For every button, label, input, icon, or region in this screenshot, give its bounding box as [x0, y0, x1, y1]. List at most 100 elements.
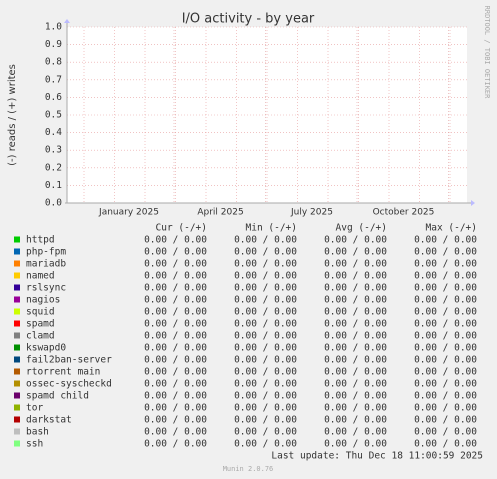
legend-max: 0.00 / 0.00	[414, 439, 477, 450]
legend-min: 0.00 / 0.00	[234, 379, 297, 390]
legend-name: darkstat	[26, 415, 72, 426]
y-tick-label: 0.7	[45, 74, 62, 85]
legend-avg: 0.00 / 0.00	[324, 391, 387, 402]
legend-name: ossec-syscheckd	[26, 379, 112, 390]
legend-name: nagios	[26, 295, 60, 306]
legend-swatch	[14, 320, 20, 327]
legend-swatch	[14, 392, 20, 399]
legend-avg: 0.00 / 0.00	[324, 367, 387, 378]
legend-avg: 0.00 / 0.00	[324, 355, 387, 366]
legend-avg: 0.00 / 0.00	[324, 235, 387, 246]
y-tick-label: 0.9	[45, 39, 62, 50]
legend-cur: 0.00 / 0.00	[144, 367, 207, 378]
y-tick-label: 0.2	[45, 162, 62, 173]
legend-avg: 0.00 / 0.00	[324, 271, 387, 282]
legend-min: 0.00 / 0.00	[234, 259, 297, 270]
legend-min: 0.00 / 0.00	[234, 439, 297, 450]
legend-swatch	[14, 260, 20, 267]
legend-cur: 0.00 / 0.00	[144, 379, 207, 390]
y-tick-label: 0.8	[45, 57, 62, 68]
legend-cur: 0.00 / 0.00	[144, 427, 207, 438]
legend-max: 0.00 / 0.00	[414, 247, 477, 258]
column-header: Max (-/+)	[426, 223, 477, 234]
y-arrow	[64, 19, 70, 23]
legend-max: 0.00 / 0.00	[414, 331, 477, 342]
legend-min: 0.00 / 0.00	[234, 367, 297, 378]
legend-swatch	[14, 332, 20, 339]
legend-swatch	[14, 344, 20, 351]
x-arrow	[471, 200, 475, 206]
legend-min: 0.00 / 0.00	[234, 307, 297, 318]
legend-max: 0.00 / 0.00	[414, 283, 477, 294]
legend-avg: 0.00 / 0.00	[324, 379, 387, 390]
x-tick-label: October 2025	[373, 208, 435, 218]
footer: Munin 2.0.76	[223, 465, 274, 473]
side-label: RRDTOOL / TOBI OETIKER	[483, 6, 491, 100]
legend-swatch	[14, 272, 20, 279]
legend-max: 0.00 / 0.00	[414, 343, 477, 354]
legend-avg: 0.00 / 0.00	[324, 319, 387, 330]
legend-swatch	[14, 356, 20, 363]
legend-swatch	[14, 308, 20, 315]
legend-avg: 0.00 / 0.00	[324, 403, 387, 414]
legend-cur: 0.00 / 0.00	[144, 271, 207, 282]
legend-max: 0.00 / 0.00	[414, 391, 477, 402]
legend-min: 0.00 / 0.00	[234, 343, 297, 354]
y-tick-label: 1.0	[45, 22, 62, 33]
legend-max: 0.00 / 0.00	[414, 259, 477, 270]
legend-max: 0.00 / 0.00	[414, 271, 477, 282]
legend-cur: 0.00 / 0.00	[144, 355, 207, 366]
legend-max: 0.00 / 0.00	[414, 295, 477, 306]
legend-cur: 0.00 / 0.00	[144, 391, 207, 402]
legend-min: 0.00 / 0.00	[234, 235, 297, 246]
legend-name: bash	[26, 427, 49, 438]
legend-name: clamd	[26, 331, 55, 342]
y-axis-label: (-) reads / (+) writes	[7, 64, 18, 166]
legend-min: 0.00 / 0.00	[234, 391, 297, 402]
legend-swatch	[14, 296, 20, 303]
legend-swatch	[14, 380, 20, 387]
legend-max: 0.00 / 0.00	[414, 355, 477, 366]
legend-name: squid	[26, 307, 55, 318]
legend-cur: 0.00 / 0.00	[144, 415, 207, 426]
x-tick-label: January 2025	[98, 208, 159, 218]
legend-swatch	[14, 416, 20, 423]
legend-min: 0.00 / 0.00	[234, 427, 297, 438]
legend-name: rslsync	[26, 283, 66, 294]
legend-name: tor	[26, 403, 43, 414]
legend-min: 0.00 / 0.00	[234, 283, 297, 294]
legend-avg: 0.00 / 0.00	[324, 295, 387, 306]
legend-cur: 0.00 / 0.00	[144, 403, 207, 414]
legend-min: 0.00 / 0.00	[234, 247, 297, 258]
legend-cur: 0.00 / 0.00	[144, 439, 207, 450]
legend-max: 0.00 / 0.00	[414, 427, 477, 438]
legend-max: 0.00 / 0.00	[414, 307, 477, 318]
legend-avg: 0.00 / 0.00	[324, 331, 387, 342]
legend-cur: 0.00 / 0.00	[144, 283, 207, 294]
legend-swatch	[14, 248, 20, 255]
legend-name: php-fpm	[26, 247, 66, 258]
legend-name: named	[26, 271, 55, 282]
legend-avg: 0.00 / 0.00	[324, 247, 387, 258]
legend-swatch	[14, 404, 20, 411]
legend-name: httpd	[26, 235, 55, 246]
column-header: Cur (-/+)	[156, 223, 207, 234]
legend-avg: 0.00 / 0.00	[324, 283, 387, 294]
legend-max: 0.00 / 0.00	[414, 403, 477, 414]
legend-max: 0.00 / 0.00	[414, 415, 477, 426]
legend-name: kswapd0	[26, 343, 66, 354]
y-tick-label: 0.1	[45, 180, 62, 191]
legend-cur: 0.00 / 0.00	[144, 343, 207, 354]
legend-cur: 0.00 / 0.00	[144, 295, 207, 306]
legend-cur: 0.00 / 0.00	[144, 259, 207, 270]
y-tick-label: 0.5	[45, 110, 62, 121]
legend-min: 0.00 / 0.00	[234, 355, 297, 366]
legend-name: mariadb	[26, 259, 66, 270]
legend-swatch	[14, 284, 20, 291]
legend-cur: 0.00 / 0.00	[144, 247, 207, 258]
legend-avg: 0.00 / 0.00	[324, 415, 387, 426]
last-update: Last update: Thu Dec 18 11:00:59 2025	[271, 451, 483, 462]
legend-name: ssh	[26, 439, 43, 450]
y-tick-label: 0.3	[45, 145, 62, 156]
